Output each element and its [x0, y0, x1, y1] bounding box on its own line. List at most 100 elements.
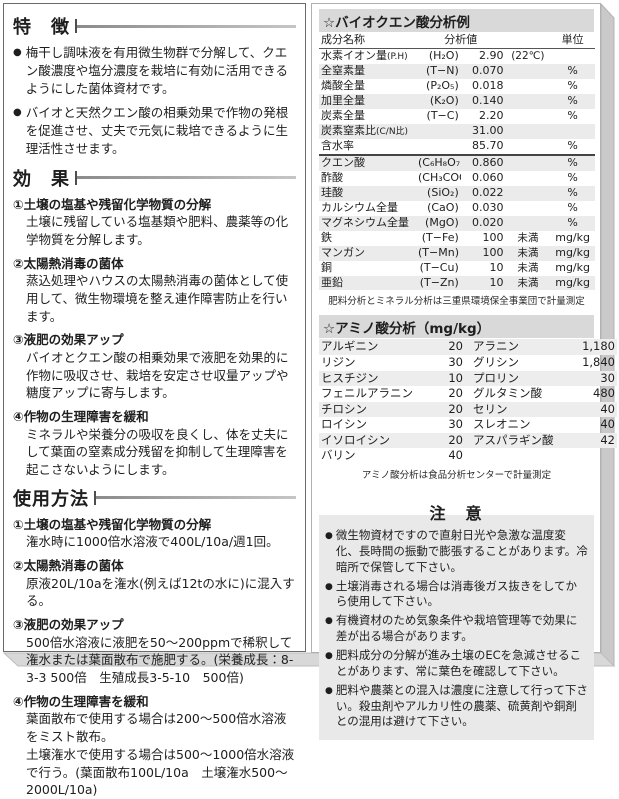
amino-name-right: プロリン: [473, 370, 519, 385]
usage-item-body: 500倍水溶液に液肥を50〜200ppmで稀釈して潅水または葉面散布で施肥する。…: [26, 634, 294, 686]
component-name-cell: 水素イオン量(P.H): [319, 48, 416, 63]
component-name-cell: 加里全量: [319, 94, 416, 109]
amino-name-right: アスパラギン酸: [473, 432, 554, 447]
effect-item-body: バイオとクエン酸の相乗効果で液肥を効果的に作物に吸収させ、栽培を安定させ収量アッ…: [26, 349, 289, 401]
amino-row: フェニルアラニン 20 グルタミン酸 480: [319, 386, 617, 402]
effect-item-body: 土壌に残留している塩基類や肥料、農薬等の化学物質を分解します。: [26, 214, 289, 247]
amino-row: バリン 40: [319, 448, 617, 464]
usage-item-body: 原液20L/10aを潅水(例えば12tの水に)に混入する。: [26, 575, 295, 609]
heading-rule: [94, 491, 296, 505]
value-qualifier: [506, 124, 551, 139]
analysis-value: 85.70: [460, 138, 506, 156]
usage-item: ①土壌の塩基や残留化学物質の分解 潅水時に1000倍水溶液で400L/10a/週…: [13, 516, 296, 551]
component-name-cell: マンガン: [319, 246, 416, 261]
chemical-formula: (SiO₂): [427, 185, 459, 199]
bullet-icon: ●: [325, 530, 333, 541]
caution-text: 肥料成分の分解が進み土壌のECを急減させることがあります、常に葉色を確認して下さ…: [335, 647, 582, 678]
caution-box: ● 微生物資材ですので直射日光や急激な温度変化、長時間の振動で膨張することがあり…: [319, 514, 594, 741]
analysis-value: 10: [489, 275, 504, 289]
analysis-row: 銅 (T−Cu) 10 未満 mg/kg: [319, 261, 595, 276]
analysis-value: 0.070: [472, 63, 504, 77]
amino-name-left: リジン: [321, 355, 356, 370]
amino-row: アルギニン 20 アラニン 1,180: [319, 339, 617, 356]
component-name: クエン酸: [321, 155, 365, 169]
amino-value-right: 480: [593, 386, 615, 401]
chemical-formula: (T−N): [426, 63, 459, 77]
amino-row: チロシン 20 セリン 40: [319, 401, 617, 418]
amino-table-body: アルギニン 20 アラニン 1,180 リジン 30 グリシン 1,840 ヒス…: [319, 339, 617, 464]
value-unit: mg/kg: [555, 260, 590, 274]
amino-name-right: セリン: [473, 401, 508, 416]
usage-item-title: ①土壌の塩基や残留化学物質の分解: [13, 516, 212, 532]
component-name-cell: 燐酸全量: [319, 79, 416, 94]
effect-item-body: ミネラルや栄養分の吸収を良くし、体を丈夫にして葉面の窒素成分残留を抑制して生理障…: [26, 426, 289, 478]
amino-name-left: アルギニン: [321, 339, 379, 354]
component-name-cell: カルシウム全量: [319, 201, 416, 216]
value-unit: %: [567, 63, 578, 77]
usage-item: ②太陽熱消毒の菌体 原液20L/10aを潅水(例えば12tの水に)に混入する。: [13, 557, 296, 610]
analysis-note: 肥料分析とミネラル分析は三重県環境保全事業団で計量測定: [328, 296, 585, 308]
analysis-value: 100: [482, 245, 504, 259]
value-qualifier: 未満: [517, 246, 539, 259]
amino-row: イソロイシン 20 アスパラギン酸 42: [319, 432, 617, 449]
amino-value-left: 10: [448, 370, 463, 385]
component-name-cell: 全窒素量: [319, 64, 416, 79]
effect-item: ②太陽熱消毒の菌体 蒸込処理やハウスの太陽熱消毒の菌体として使用して、微生物環境…: [13, 255, 296, 326]
amino-note: アミノ酸分析は食品分析センターで計量測定: [361, 469, 552, 481]
amino-value-right: 1,840: [582, 355, 615, 370]
value-qualifier: [506, 216, 551, 231]
component-name-cell: クエン酸: [319, 155, 416, 171]
value-unit: %: [567, 215, 578, 229]
effect-item-title: ④作物の生理障害を緩和: [13, 409, 149, 424]
component-name-cell: 酢酸: [319, 171, 416, 186]
feature-item: ● バイオと天然クエン酸の相乗効果で作物の発根を促進させ、丈夫で元気に栽培できる…: [13, 104, 296, 157]
analysis-value: 2.90: [479, 48, 504, 62]
usage-heading-label: 使用方法: [13, 488, 89, 510]
amino-name-left: チロシン: [321, 401, 367, 416]
usage-list: ①土壌の塩基や残留化学物質の分解 潅水時に1000倍水溶液で400L/10a/週…: [13, 516, 296, 799]
value-unit: %: [567, 155, 578, 169]
feature-text: 梅干し調味液を有用微生物群で分解して、クエン酸濃度や塩分濃度を栽培に有効に活用で…: [25, 45, 288, 96]
features-heading-label: 特 徴: [13, 17, 70, 38]
component-name: 炭素全量: [321, 108, 365, 122]
value-unit: %: [567, 93, 578, 107]
component-name: 亜鉛: [321, 275, 343, 289]
analysis-row: 水素イオン量(P.H) (H₂O) 2.90 (22℃): [319, 48, 595, 63]
value-qualifier: 未満: [517, 276, 539, 289]
amino-value-left: 30: [448, 355, 463, 370]
value-qualifier: 未満: [517, 261, 539, 274]
chemical-formula: [416, 138, 461, 156]
heading-rule: [75, 171, 296, 185]
component-name: マンガン: [321, 245, 365, 259]
analysis-value: 0.060: [472, 170, 504, 184]
col-header-component: 成分名称: [319, 33, 416, 49]
amino-value-right: [571, 448, 617, 464]
chemical-formula: (T−Cu): [419, 260, 459, 274]
amino-name-right: アラニン: [473, 339, 519, 354]
amino-value-left: 20: [448, 386, 463, 401]
chemical-formula: (CH₃COOH): [418, 170, 461, 184]
slab-right-side: [600, 2, 615, 668]
component-name-cell: マグネシウム全量: [319, 216, 416, 231]
amino-row: ロイシン 30 スレオニン 40: [319, 417, 617, 433]
chemical-formula: (T−Zn): [419, 275, 459, 289]
analysis-value: 0.018: [472, 78, 504, 92]
amino-table-title: ☆アミノ酸分析（mg/kg）: [319, 315, 594, 339]
caution-item: ● 肥料成分の分解が進み土壌のECを急減させることがあります、常に葉色を確認して…: [325, 648, 588, 680]
value-qualifier: 未満: [517, 231, 539, 244]
value-qualifier: [506, 171, 551, 186]
value-qualifier: [506, 109, 551, 124]
value-qualifier: [506, 155, 551, 171]
component-name-cell: 含水率: [319, 138, 416, 156]
component-name: 含水率: [321, 138, 354, 152]
amino-name-right: グルタミン酸: [473, 386, 542, 401]
left-panel: 特 徴 ● 梅干し調味液を有用微生物群で分解して、クエン酸濃度や塩分濃度を栽培に…: [3, 3, 306, 797]
effect-item: ①土壌の塩基や残留化学物質の分解 土壌に残留している塩基類や肥料、農薬等の化学物…: [13, 196, 296, 249]
right-panel: ☆バイオクエン酸分析例 成分名称 分析値 単位 水素イオン量(P.H) (H₂O…: [311, 3, 617, 741]
amino-value-left: 40: [448, 448, 463, 463]
caution-item: ● 肥料や農薬との混入は濃度に注意して行って下さい。殺虫剤やアルカリ性の農薬、硫…: [325, 683, 588, 731]
component-name-small: (P.H): [387, 51, 408, 62]
amino-name-left: ロイシン: [321, 417, 367, 432]
component-name-cell: 炭素全量: [319, 109, 416, 124]
usage-item-title: ③液肥の効果アップ: [13, 617, 124, 632]
